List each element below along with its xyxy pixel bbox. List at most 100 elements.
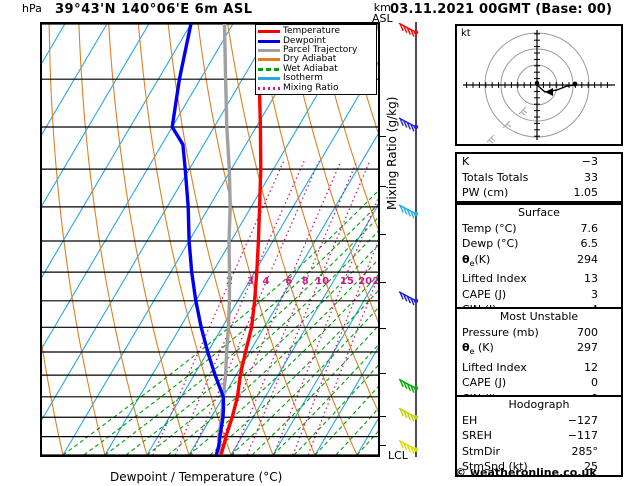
height-tick [380, 372, 386, 374]
legend-item: Wet Adiabat [258, 63, 374, 74]
height-tick [380, 186, 386, 188]
panel-row-value: 33 [584, 170, 598, 184]
panel-row-key: Lifted Index [462, 360, 527, 374]
panel-row: CAPE (J) 3 [457, 287, 621, 303]
panel-heading: Surface [518, 206, 560, 219]
panel-row-key: StmSpd (kt) [462, 460, 528, 473]
panel-row-key: Dewp (°C) [462, 237, 519, 250]
legend-label: Temperature [283, 26, 341, 37]
panel-row-value: −3 [581, 155, 598, 168]
height-axis-unit: km ASL [372, 2, 393, 24]
panel-row-value: 3 [591, 287, 598, 301]
panel-row-key: CAPE (J) [462, 287, 507, 301]
panel-row-key: θe (K) [462, 341, 494, 357]
legend-swatch [258, 58, 280, 62]
panel-row: Totals Totals 33 [457, 170, 621, 186]
panel-row-key: EH [462, 413, 478, 427]
svg-text:4: 4 [263, 276, 270, 287]
height-axis-unit-line2: ASL [372, 12, 393, 25]
panel-row: K −3 [457, 154, 621, 170]
legend-label: Dewpoint [283, 35, 326, 46]
pressure-axis-unit: hPa [22, 2, 42, 15]
panel-heading: Hodograph [508, 398, 570, 411]
legend-swatch [258, 67, 280, 71]
panel-row: Pressure (mb) 700 [457, 325, 621, 341]
panel-row: Dewp (°C) 6.5 [457, 236, 621, 252]
height-tick [380, 327, 386, 329]
panel-row-key: Pressure (mb) [462, 325, 539, 339]
legend-label: Dry Adiabat [283, 54, 337, 65]
legend-swatch [258, 30, 280, 34]
hodograph-unit-label: kt [461, 28, 471, 39]
station-title: 39°43'N 140°06'E 6m ASL [55, 2, 253, 17]
panel-row-key: CAPE (J) [462, 376, 507, 390]
legend-swatch [258, 77, 280, 81]
panel-row-value: 297 [577, 341, 598, 354]
hodograph-panel[interactable]: kt [455, 24, 623, 146]
legend-label: Parcel Trajectory [283, 44, 358, 55]
panel-row-value: 700 [577, 325, 598, 339]
panel-row-value: 285° [571, 444, 599, 458]
legend: Temperature Dewpoint Parcel Trajectory Dry … [255, 24, 377, 95]
panel-row-value: 25 [584, 460, 598, 473]
panel-row-value: 12 [584, 360, 598, 374]
panel-row-value: 7.6 [580, 221, 599, 235]
xaxis-title: Dewpoint / Temperature (°C) [110, 470, 283, 484]
panel-row-value: −127 [567, 413, 598, 427]
skewt-plot[interactable]: 2346810152025 [40, 22, 380, 457]
panel-row: CAPE (J) 0 [457, 375, 621, 391]
panel-row: SREH −117 [457, 428, 621, 444]
surface-panel: Surface Temp (°C) 7.6 Dewp (°C) 6.5 θe(K) 294 L… [455, 203, 623, 320]
panel-row-key: θe(K) [462, 252, 491, 268]
panel-row-key: Totals Totals [462, 170, 529, 184]
legend-swatch [258, 86, 280, 90]
legend-item: Dry Adiabat [258, 55, 374, 64]
height-axis-unit-line1: km [373, 1, 391, 14]
svg-text:6: 6 [285, 276, 292, 287]
height-tick [380, 416, 386, 418]
panel-row: EH −127 [457, 413, 621, 429]
panel-heading: Most Unstable [499, 310, 579, 323]
panel-row-value: −117 [567, 429, 598, 442]
legend-item: Mixing Ratio [258, 83, 374, 92]
panel-row-value: 294 [577, 252, 598, 266]
lcl-tick [380, 444, 386, 446]
legend-item: Isotherm [258, 74, 374, 83]
copyright-notice: © weatheronline.co.uk [455, 466, 597, 479]
svg-text:20: 20 [358, 276, 372, 287]
panel-row: Lifted Index 12 [457, 360, 621, 376]
height-tick [380, 281, 386, 283]
hodograph-stats-panel: Hodograph EH −127 SREH −117 StmDir 285° StmSpd … [455, 395, 623, 477]
skewt-canvas: 2346810152025 [42, 24, 378, 455]
panel-row: Temp (°C) 7.6 [457, 221, 621, 237]
panel-row: θe(K) 294 [457, 252, 621, 272]
svg-text:8: 8 [302, 276, 309, 287]
panel-row-key: Temp (°C) [462, 221, 517, 235]
datetime-title: 03.11.2021 00GMT (Base: 00) [390, 2, 613, 17]
panel-row-key: StmDir [462, 444, 501, 458]
panel-row-key: Lifted Index [462, 272, 527, 286]
svg-text:15: 15 [340, 276, 354, 287]
panel-row: θe (K) 297 [457, 340, 621, 360]
legend-label: Mixing Ratio [283, 82, 339, 93]
panel-row: PW (cm) 1.05 [457, 185, 621, 201]
legend-label: Isotherm [283, 73, 323, 84]
legend-item: Parcel Trajectory [258, 44, 374, 55]
panel-row-value: 13 [584, 272, 598, 286]
panel-row-value: 1.05 [573, 186, 599, 199]
legend-swatch [258, 39, 280, 43]
svg-text:25: 25 [373, 276, 378, 287]
most-unstable-panel: Most Unstable Pressure (mb) 700 θe (K) 297 Li… [455, 307, 623, 409]
svg-text:3: 3 [247, 276, 254, 287]
hodograph-canvas [463, 30, 615, 144]
panel-row-value: 6.5 [580, 237, 599, 250]
height-tick [380, 135, 386, 137]
legend-swatch [258, 48, 280, 52]
panel-row: Lifted Index 13 [457, 271, 621, 287]
height-tick [380, 234, 386, 236]
legend-item: Temperature [258, 27, 374, 36]
wind-barb-column [396, 22, 436, 457]
lcl-label: LCL [388, 449, 408, 462]
legend-label: Wet Adiabat [283, 63, 338, 74]
panel-row: StmSpd (kt) 25 [457, 459, 621, 475]
